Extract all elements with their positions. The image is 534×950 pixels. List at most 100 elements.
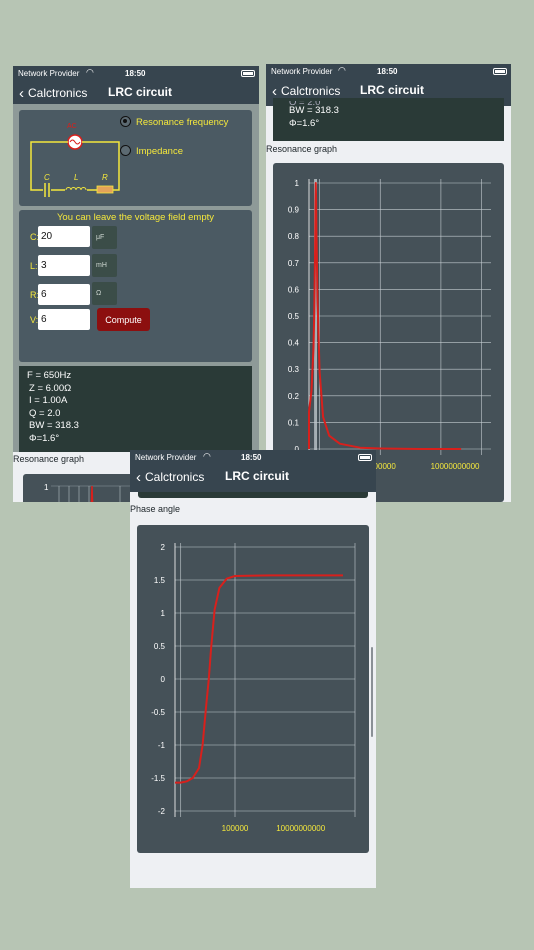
back-label: Calctronics bbox=[281, 84, 341, 98]
phase-x-tick-label: 100000 bbox=[222, 824, 249, 833]
page-title: LRC circuit bbox=[360, 83, 425, 97]
resonance-chart-card: 10.90.80.70.60.50.40.30.20.1010100000010… bbox=[273, 163, 504, 502]
option-resonance-label[interactable]: Resonance frequency bbox=[136, 117, 229, 128]
inductor-icon bbox=[65, 187, 87, 191]
capacitance-input[interactable] bbox=[38, 226, 90, 247]
inductance-unit: mH bbox=[92, 254, 117, 277]
resistor-icon bbox=[96, 185, 114, 194]
inductance-input[interactable] bbox=[38, 255, 90, 276]
resonance-x-tick-label: 10000000000 bbox=[431, 462, 480, 471]
wifi-icon: ◠ bbox=[203, 451, 211, 461]
result-phase: Φ=1.6° bbox=[29, 432, 60, 444]
phase-y-tick-label: 0.5 bbox=[154, 642, 166, 651]
network-provider: Network Provider bbox=[18, 69, 80, 78]
network-provider: Network Provider bbox=[135, 453, 197, 462]
result-impedance: Z = 6.00Ω bbox=[29, 382, 72, 394]
results-panel-edge bbox=[138, 492, 368, 498]
wifi-icon: ◠ bbox=[86, 67, 94, 77]
back-button[interactable]: ‹ Calctronics bbox=[272, 82, 341, 100]
circuit-panel: AC C L R Resonance frequency Impedance bbox=[19, 110, 252, 206]
resonance-series-line bbox=[308, 182, 462, 450]
option-impedance-label[interactable]: Impedance bbox=[136, 146, 184, 157]
circuit-diagram: AC C L R bbox=[30, 123, 120, 197]
phase-y-tick-label: -1 bbox=[158, 741, 166, 750]
inductor-label: L bbox=[74, 173, 78, 182]
phase-y-tick-label: -1.5 bbox=[151, 774, 165, 783]
preview-tick-label: 1 bbox=[44, 483, 49, 492]
resonance-y-tick-label: 0.7 bbox=[288, 259, 300, 268]
status-time: 18:50 bbox=[241, 453, 262, 462]
resonance-x-tick-label: 1000000 bbox=[365, 462, 397, 471]
resonance-y-tick-label: 0.8 bbox=[288, 232, 300, 241]
screen-phase-angle: Network Provider ◠ 18:50 ‹ Calctronics LR… bbox=[130, 450, 376, 888]
voltage-input[interactable] bbox=[38, 309, 90, 330]
capacitor-icon bbox=[43, 182, 51, 196]
resonance-graph-label: Resonance graph bbox=[13, 454, 85, 464]
phase-y-tick-label: -0.5 bbox=[151, 708, 165, 717]
resonance-y-tick-label: 0.9 bbox=[288, 206, 300, 215]
wifi-icon: ◠ bbox=[338, 65, 346, 75]
back-button[interactable]: ‹ Calctronics bbox=[136, 468, 205, 486]
result-phase: Φ=1.6° bbox=[289, 117, 320, 129]
voltage-label: V: bbox=[30, 315, 39, 325]
phase-chart-card: 2 1.5 1 0.5 0 -0.5 -1 -1.5 -2 100000 10000000000 bbox=[137, 525, 369, 853]
resonance-y-tick-label: 0.4 bbox=[288, 339, 300, 348]
battery-icon bbox=[358, 454, 372, 461]
phase-y-tick-label: 0 bbox=[161, 675, 166, 684]
phase-x-tick-label: 10000000000 bbox=[276, 824, 325, 833]
resonance-y-tick-label: 1 bbox=[295, 179, 300, 188]
resonance-y-tick-label: 0.6 bbox=[288, 285, 300, 294]
content-area: AC C L R Resonance frequency Impedance Y bbox=[13, 104, 259, 502]
back-label: Calctronics bbox=[28, 86, 88, 100]
network-provider: Network Provider bbox=[271, 67, 333, 76]
voltage-hint: You can leave the voltage field empty bbox=[56, 212, 215, 223]
radio-resonance-frequency[interactable] bbox=[120, 116, 131, 127]
screen-resonance-graph: Network Provider ◠ 18:50 ‹ Calctronics LR… bbox=[266, 64, 511, 502]
resistor-label: R bbox=[102, 173, 108, 182]
resonance-y-tick-label: 0.5 bbox=[288, 312, 300, 321]
results-panel: F = 650Hz Z = 6.00Ω I = 1.00A Q = 2.0 BW… bbox=[19, 366, 252, 452]
inductance-label: L: bbox=[30, 261, 38, 271]
sine-icon bbox=[69, 139, 81, 145]
compute-button[interactable]: Compute bbox=[97, 308, 150, 331]
screen-lrc-inputs: Network Provider ◠ 18:50 ‹ Calctronics L R… bbox=[13, 66, 259, 502]
resistance-label: R: bbox=[30, 290, 39, 300]
phase-y-tick-label: 1 bbox=[161, 609, 166, 618]
nav-bar: ‹ Calctronics LRC circuit bbox=[266, 78, 511, 102]
nav-bar: ‹ Calctronics LRC circuit bbox=[130, 464, 376, 488]
phase-angle-label: Phase angle bbox=[130, 504, 181, 514]
inputs-panel: You can leave the voltage field empty C:… bbox=[19, 210, 252, 362]
status-bar: Network Provider ◠ 18:50 bbox=[266, 64, 511, 78]
chevron-left-icon: ‹ bbox=[19, 85, 24, 102]
results-panel: Q = 2.0 BW = 318.3 Φ=1.6° bbox=[273, 98, 504, 141]
content-area: Phase angle 2 1.5 1 0.5 0 -0.5 -1 -1.5 -2 100000 1… bbox=[130, 492, 376, 888]
scroll-indicator[interactable] bbox=[371, 647, 373, 737]
resonance-y-tick-label: 0.1 bbox=[288, 418, 300, 427]
preview-curve bbox=[90, 485, 94, 502]
phase-series-line bbox=[175, 574, 343, 784]
phase-chart: 2 1.5 1 0.5 0 -0.5 -1 -1.5 -2 100000 10000000000 bbox=[151, 543, 356, 833]
back-button[interactable]: ‹ Calctronics bbox=[19, 84, 88, 102]
back-label: Calctronics bbox=[145, 470, 205, 484]
resonance-graph-preview: 1 bbox=[23, 474, 143, 502]
radio-impedance[interactable] bbox=[120, 145, 131, 156]
chevron-left-icon: ‹ bbox=[136, 469, 141, 486]
result-bandwidth: BW = 318.3 bbox=[29, 420, 79, 431]
battery-icon bbox=[241, 70, 255, 77]
resonance-y-tick-label: 0.3 bbox=[288, 365, 300, 374]
resonance-graph-preview-svg: 1 bbox=[44, 483, 143, 502]
resistance-input[interactable] bbox=[38, 284, 90, 305]
result-current: I = 1.00A bbox=[29, 395, 68, 406]
status-time: 18:50 bbox=[377, 67, 398, 76]
result-quality: Q = 2.0 bbox=[289, 101, 496, 105]
content-area: Q = 2.0 BW = 318.3 Φ=1.6° Resonance grap… bbox=[266, 98, 511, 502]
page-title: LRC circuit bbox=[225, 469, 290, 483]
resonance-graph-label: Resonance graph bbox=[266, 144, 338, 154]
phase-y-tick-label: -2 bbox=[158, 807, 166, 816]
phase-y-tick-label: 1.5 bbox=[154, 576, 166, 585]
capacitance-unit: μF bbox=[92, 226, 117, 249]
status-bar: Network Provider ◠ 18:50 bbox=[13, 66, 259, 80]
battery-icon bbox=[493, 68, 507, 75]
capacitance-label: C: bbox=[30, 232, 39, 242]
resonance-chart: 10.90.80.70.60.50.40.30.20.1010100000010… bbox=[288, 179, 491, 471]
